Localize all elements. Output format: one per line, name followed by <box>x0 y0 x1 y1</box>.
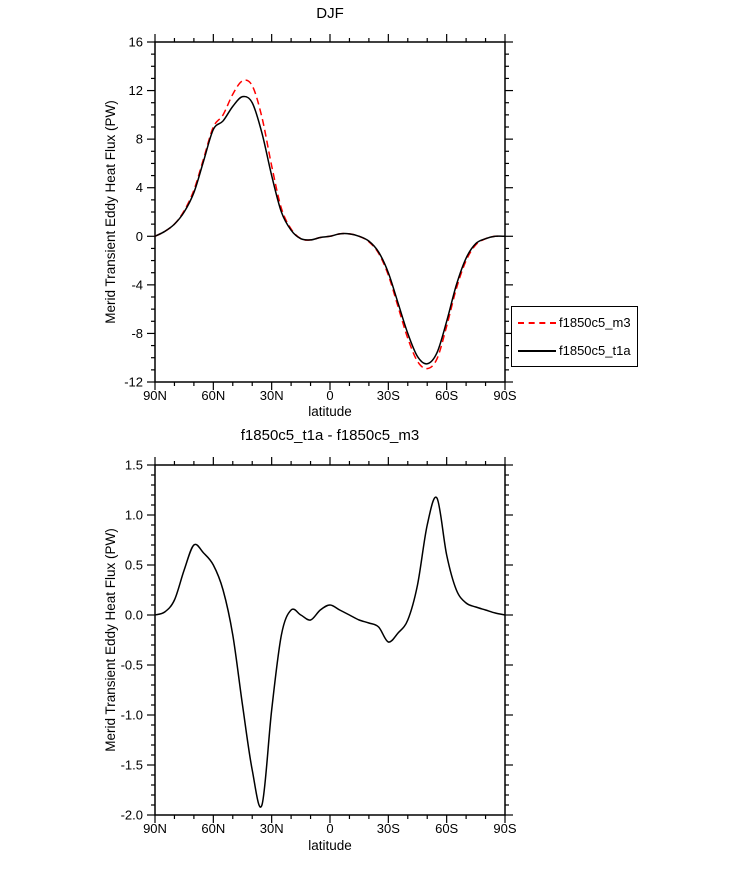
plot-frame <box>154 41 506 383</box>
legend: f1850c5_m3 f1850c5_t1a <box>511 306 638 367</box>
x-tick-label: 90S <box>493 388 516 403</box>
x-tick-label: 30N <box>260 821 284 836</box>
legend-line-sample-dashed <box>518 321 556 324</box>
x-tick-label: 90N <box>143 388 167 403</box>
x-tick-label: 30S <box>377 388 400 403</box>
legend-item-t1a: f1850c5_t1a <box>518 343 631 358</box>
y-tick-label: 16 <box>129 35 143 50</box>
y-tick-label: -4 <box>131 277 143 292</box>
y-tick-label: 0.5 <box>125 558 143 573</box>
y-tick-label: 12 <box>129 83 143 98</box>
top-chart-title: DJF <box>316 5 344 22</box>
series-line-difference <box>154 496 506 808</box>
bottom-chart-title: f1850c5_t1a - f1850c5_m3 <box>240 427 420 444</box>
bottom-chart-plot: 90N 60N 30N 0 30S 60S 90S -2.0 -1.5 -1.0 -0.5 0.0 0.… <box>121 457 517 836</box>
x-tick-label: 0 <box>326 821 333 836</box>
y-tick-label: -0.5 <box>121 658 143 673</box>
x-tick-label: 0 <box>326 388 333 403</box>
x-tick-label: 90N <box>143 821 167 836</box>
y-tick-label: 1.0 <box>125 508 143 523</box>
y-tick-label: 1.5 <box>125 458 143 473</box>
series-line-f1850c5_t1a <box>154 95 506 365</box>
x-tick-label: 60S <box>435 388 458 403</box>
top-chart-plot: 90N 60N 30N 0 30S 60S 90S -12 -8 -4 0 4 8 12 16 <box>124 34 517 403</box>
x-tick-label: 30N <box>260 388 284 403</box>
y-tick-label: -1.5 <box>121 758 143 773</box>
x-tick-label: 60N <box>201 821 225 836</box>
y-tick-label: 8 <box>136 132 143 147</box>
legend-line-sample-solid <box>518 349 556 352</box>
bottom-chart-ylabel: Merid Transient Eddy Heat Flux (PW) <box>103 528 118 752</box>
legend-item-m3: f1850c5_m3 <box>518 315 631 330</box>
top-chart-ylabel: Merid Transient Eddy Heat Flux (PW) <box>103 100 118 324</box>
plot-frame <box>154 464 506 816</box>
y-tick-label: 4 <box>136 180 143 195</box>
y-tick-label: 0 <box>136 229 143 244</box>
legend-label-t1a: f1850c5_t1a <box>559 343 631 358</box>
x-tick-label: 90S <box>493 821 516 836</box>
x-tick-label: 60S <box>435 821 458 836</box>
y-tick-label: -8 <box>131 326 143 341</box>
x-tick-label: 30S <box>377 821 400 836</box>
y-tick-label: -1.0 <box>121 708 143 723</box>
top-chart-xlabel: latitude <box>308 404 352 419</box>
y-tick-label: 0.0 <box>125 608 143 623</box>
y-tick-label: -2.0 <box>121 808 143 823</box>
x-tick-label: 60N <box>201 388 225 403</box>
bottom-chart-xlabel: latitude <box>308 838 352 853</box>
series-line-f1850c5_m3 <box>154 79 506 370</box>
legend-label-m3: f1850c5_m3 <box>559 315 631 330</box>
y-tick-label: -12 <box>124 375 143 390</box>
